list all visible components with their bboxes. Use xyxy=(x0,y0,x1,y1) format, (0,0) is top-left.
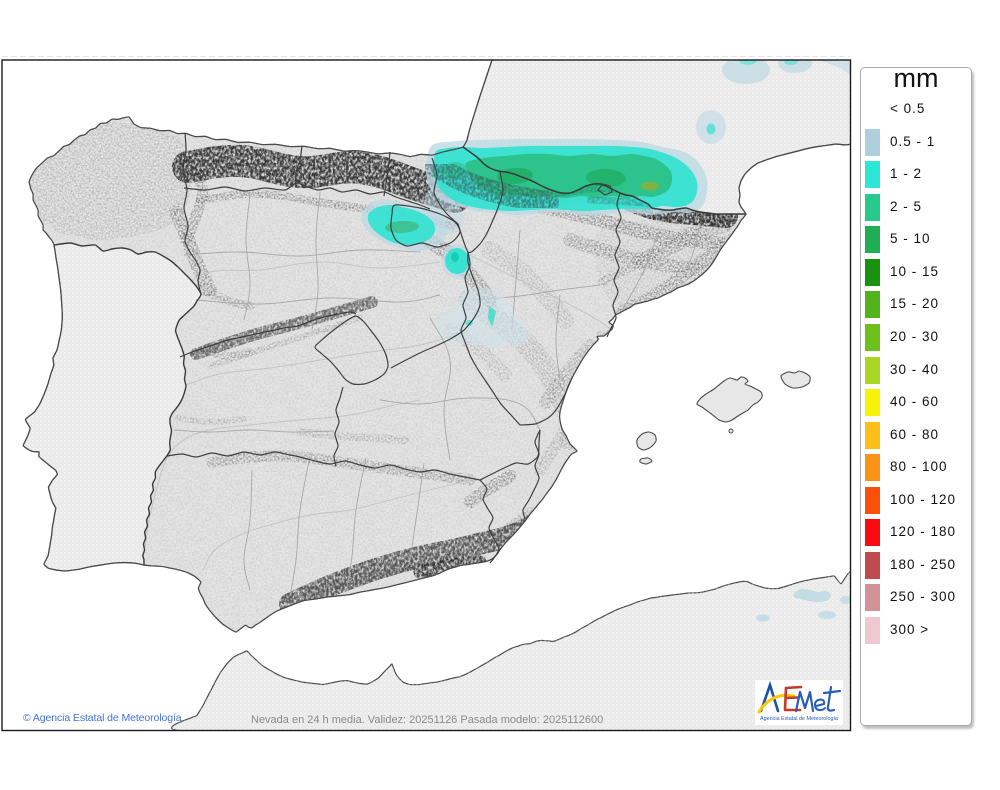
svg-text:Agencia Estatal de Meteorologí: Agencia Estatal de Meteorología xyxy=(760,716,838,722)
